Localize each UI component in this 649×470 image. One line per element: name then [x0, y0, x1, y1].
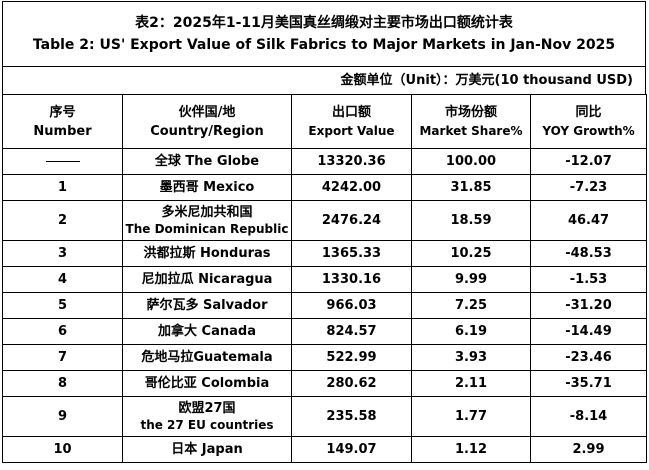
cell-export-value: 2476.24	[291, 200, 412, 241]
country-name: 洪都拉斯 Honduras	[143, 246, 271, 261]
cell-country: 全球 The Globe	[122, 148, 292, 175]
cell-number: 10	[2, 436, 123, 463]
cell-country: 日本 Japan	[122, 436, 292, 463]
cell-number: 1	[2, 174, 123, 201]
cell-yoy-growth: -7.23	[530, 174, 647, 201]
country-name: 哥伦比亚 Colombia	[144, 376, 270, 391]
cell-yoy-growth: -23.46	[530, 344, 647, 371]
cell-market-share: 100.00	[411, 148, 531, 175]
cell-market-share: 1.77	[411, 396, 531, 437]
export-table: 序号 Number 伙伴国/地 Country/Region 出口额 Export V…	[2, 94, 647, 463]
cell-market-share: 3.93	[411, 344, 531, 371]
cell-country: 多米尼加共和国 The Dominican Republic	[122, 200, 292, 241]
country-name: 加拿大 Canada	[158, 324, 256, 339]
country-name: 尼加拉瓜 Nicaragua	[141, 272, 273, 287]
cell-market-share: 9.99	[411, 266, 531, 293]
header-number: 序号 Number	[2, 94, 123, 149]
cell-yoy-growth: -31.20	[530, 292, 647, 319]
country-name: 全球 The Globe	[154, 154, 260, 169]
cell-market-share: 18.59	[411, 200, 531, 241]
cell-yoy-growth: -35.71	[530, 370, 647, 397]
table-row: 9 欧盟27国 the 27 EU countries 235.58 1.77 -8.14	[2, 396, 647, 437]
cell-yoy-growth: -8.14	[530, 396, 647, 437]
table-row: 7 危地马拉Guatemala 522.99 3.93 -23.46	[2, 344, 647, 371]
cell-yoy-growth: -48.53	[530, 240, 647, 267]
cell-export-value: 1365.33	[291, 240, 412, 267]
cell-number: 8	[2, 370, 123, 397]
cell-number: 7	[2, 344, 123, 371]
unit-note: 金额单位（Unit）：万美元(10 thousand USD)	[2, 67, 646, 94]
country-name: 危地马拉Guatemala	[141, 350, 273, 365]
cell-number: 5	[2, 292, 123, 319]
country-name: 萨尔瓦多 Salvador	[146, 298, 268, 313]
table-row: 5 萨尔瓦多 Salvador 966.03 7.25 -31.20	[2, 292, 647, 319]
cell-yoy-growth: 2.99	[530, 436, 647, 463]
title-english: Table 2: US' Export Value of Silk Fabric…	[32, 37, 616, 53]
header-country: 伙伴国/地 Country/Region	[122, 94, 292, 149]
country-name: 多米尼加共和国	[161, 205, 253, 220]
cell-export-value: 966.03	[291, 292, 412, 319]
cell-yoy-growth: -1.53	[530, 266, 647, 293]
cell-number: 3	[2, 240, 123, 267]
cell-number	[2, 148, 123, 175]
cell-export-value: 149.07	[291, 436, 412, 463]
cell-number: 4	[2, 266, 123, 293]
cell-export-value: 522.99	[291, 344, 412, 371]
table-row: 4 尼加拉瓜 Nicaragua 1330.16 9.99 -1.53	[2, 266, 647, 293]
title-block: 表2：2025年1-11月美国真丝绸缎对主要市场出口额统计表 Table 2: …	[2, 1, 646, 67]
table-row: 2 多米尼加共和国 The Dominican Republic 2476.24 18.…	[2, 200, 647, 241]
title-chinese: 表2：2025年1-11月美国真丝绸缎对主要市场出口额统计表	[135, 15, 513, 31]
cell-export-value: 1330.16	[291, 266, 412, 293]
country-name: 日本 Japan	[171, 442, 243, 457]
cell-country: 危地马拉Guatemala	[122, 344, 292, 371]
country-name-english: the 27 EU countries	[140, 418, 274, 432]
cell-market-share: 2.11	[411, 370, 531, 397]
cell-number: 6	[2, 318, 123, 345]
cell-market-share: 6.19	[411, 318, 531, 345]
table-row: 6 加拿大 Canada 824.57 6.19 -14.49	[2, 318, 647, 345]
cell-export-value: 235.58	[291, 396, 412, 437]
header-yoy-growth: 同比 YOY Growth%	[530, 94, 647, 149]
cell-country: 墨西哥 Mexico	[122, 174, 292, 201]
table-row: 1 墨西哥 Mexico 4242.00 31.85 -7.23	[2, 174, 647, 201]
header-row: 序号 Number 伙伴国/地 Country/Region 出口额 Export V…	[2, 94, 647, 149]
cell-country: 尼加拉瓜 Nicaragua	[122, 266, 292, 293]
header-export-value: 出口额 Export Value	[291, 94, 412, 149]
dash-mark	[45, 161, 80, 162]
table-body: 全球 The Globe 13320.36 100.00 -12.07 1 墨西哥 Mex…	[2, 148, 647, 463]
cell-country: 萨尔瓦多 Salvador	[122, 292, 292, 319]
table-row: 全球 The Globe 13320.36 100.00 -12.07	[2, 148, 647, 175]
cell-export-value: 280.62	[291, 370, 412, 397]
cell-market-share: 10.25	[411, 240, 531, 267]
cell-number: 2	[2, 200, 123, 241]
table-row: 8 哥伦比亚 Colombia 280.62 2.11 -35.71	[2, 370, 647, 397]
cell-country: 加拿大 Canada	[122, 318, 292, 345]
cell-yoy-growth: -14.49	[530, 318, 647, 345]
cell-market-share: 31.85	[411, 174, 531, 201]
table-row: 3 洪都拉斯 Honduras 1365.33 10.25 -48.53	[2, 240, 647, 267]
cell-market-share: 7.25	[411, 292, 531, 319]
cell-yoy-growth: -12.07	[530, 148, 647, 175]
cell-export-value: 4242.00	[291, 174, 412, 201]
cell-export-value: 824.57	[291, 318, 412, 345]
cell-country: 哥伦比亚 Colombia	[122, 370, 292, 397]
table-row: 10 日本 Japan 149.07 1.12 2.99	[2, 436, 647, 463]
cell-country: 洪都拉斯 Honduras	[122, 240, 292, 267]
country-name: 欧盟27国	[178, 401, 236, 416]
cell-market-share: 1.12	[411, 436, 531, 463]
country-name-english: The Dominican Republic	[125, 222, 289, 236]
header-market-share: 市场份额 Market Share%	[411, 94, 531, 149]
cell-number: 9	[2, 396, 123, 437]
cell-export-value: 13320.36	[291, 148, 412, 175]
cell-country: 欧盟27国 the 27 EU countries	[122, 396, 292, 437]
country-name: 墨西哥 Mexico	[159, 180, 255, 195]
cell-yoy-growth: 46.47	[530, 200, 647, 241]
